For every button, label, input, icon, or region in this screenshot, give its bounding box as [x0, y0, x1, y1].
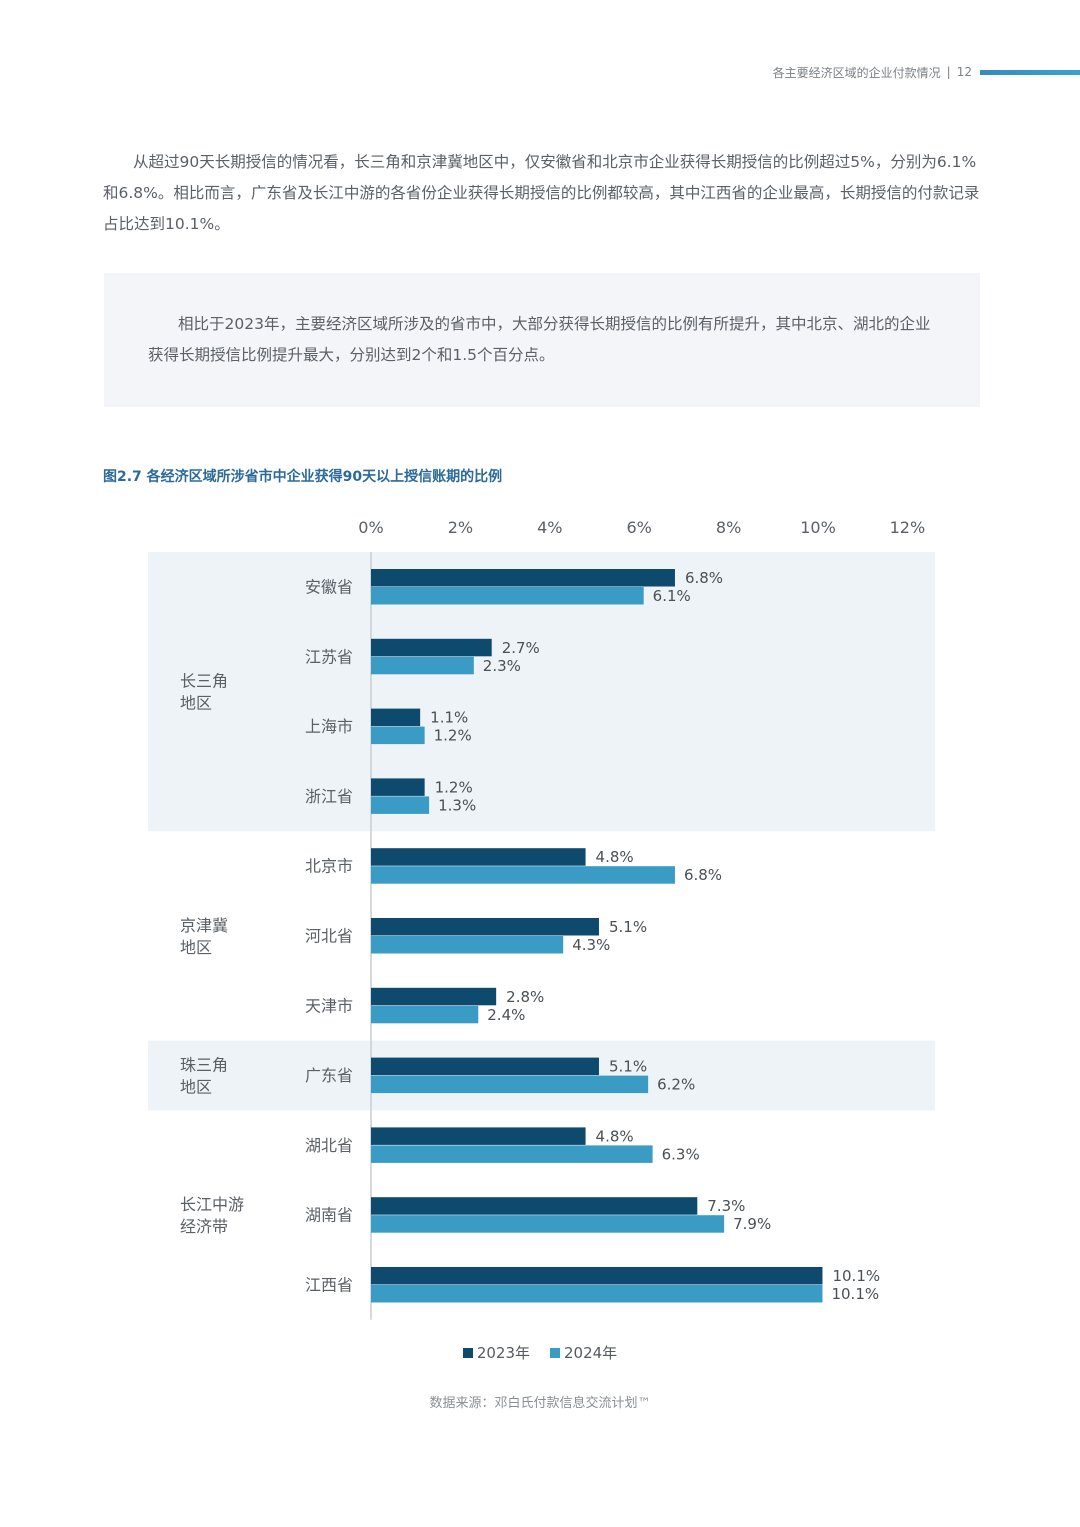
bar-2024	[371, 587, 644, 605]
bar-2023	[371, 918, 599, 936]
category-label: 湖北省	[305, 1136, 353, 1155]
category-label: 上海市	[305, 717, 353, 736]
bar-2023	[371, 1197, 698, 1215]
data-source: 数据来源：邓白氏付款信息交流计划™	[429, 1396, 651, 1411]
page-number: 12	[956, 65, 972, 79]
bar-2024	[371, 936, 564, 954]
region-label: 京津冀	[180, 916, 228, 935]
legend-label-2024: 2024年	[564, 1344, 618, 1362]
category-label: 北京市	[305, 857, 353, 876]
legend-item-2023: 2023年	[462, 1342, 530, 1363]
bar-2023	[371, 638, 492, 657]
value-label-2024: 1.2%	[434, 727, 472, 745]
category-label: 湖南省	[305, 1206, 353, 1225]
bar-2024	[371, 1215, 725, 1233]
region-label: 地区	[180, 1078, 212, 1097]
value-label-2024: 6.3%	[662, 1145, 700, 1163]
legend-swatch-2023	[462, 1347, 473, 1358]
value-label-2024: 4.3%	[572, 936, 610, 954]
figure-title: 图2.7 各经济区域所涉省市中企业获得90天以上授信账期的比例	[103, 469, 503, 485]
bar-2024	[371, 796, 430, 814]
value-label-2023: 7.3%	[707, 1197, 745, 1215]
value-label-2023: 10.1%	[832, 1267, 880, 1285]
value-label-2024: 6.1%	[653, 587, 691, 605]
value-label-2023: 4.8%	[596, 848, 634, 866]
bar-2023	[371, 1267, 823, 1285]
category-label: 河北省	[305, 927, 353, 946]
region-label: 地区	[180, 694, 212, 713]
bar-2023	[371, 987, 497, 1006]
bar-2023	[371, 778, 425, 796]
category-label: 江西省	[305, 1276, 353, 1295]
x-tick-label: 2%	[448, 518, 473, 537]
bar-2023	[371, 1057, 599, 1076]
value-label-2023: 5.1%	[609, 1058, 647, 1076]
value-label-2024: 7.9%	[733, 1215, 771, 1233]
page-header: 各主要经济区域的企业付款情况 | 12	[773, 62, 1080, 82]
region-label: 长三角	[180, 672, 228, 691]
bar-2023	[371, 1127, 586, 1145]
value-label-2023: 2.8%	[506, 988, 544, 1006]
legend-item-2024: 2024年	[550, 1342, 617, 1363]
value-label-2024: 6.2%	[657, 1076, 695, 1094]
category-label: 浙江省	[305, 787, 353, 806]
x-tick-label: 0%	[358, 518, 383, 537]
category-label: 江苏省	[305, 647, 353, 666]
bar-2024	[371, 1145, 653, 1163]
callout-box: 相比于2023年，主要经济区域所涉及的省市中，大部分获得长期授信的比例有所提升，…	[104, 273, 980, 407]
x-tick-label: 10%	[800, 518, 836, 537]
bar-2023	[371, 569, 675, 587]
legend-label-2023: 2023年	[476, 1344, 530, 1362]
x-tick-label: 12%	[890, 518, 926, 537]
header-separator: |	[946, 65, 951, 79]
value-label-2023: 4.8%	[596, 1127, 634, 1145]
bar-2024	[371, 1285, 823, 1303]
region-band	[148, 1040, 935, 1111]
category-label: 广东省	[305, 1066, 353, 1085]
category-label: 安徽省	[305, 578, 353, 597]
region-label: 长江中游	[180, 1195, 244, 1214]
value-label-2024: 10.1%	[831, 1285, 879, 1303]
value-label-2023: 1.2%	[435, 778, 473, 796]
bar-2023	[371, 848, 586, 866]
value-label-2023: 2.7%	[502, 639, 540, 657]
bar-2024	[371, 1075, 649, 1094]
callout-text: 相比于2023年，主要经济区域所涉及的省市中，大部分获得长期授信的比例有所提升，…	[148, 315, 931, 364]
category-label: 天津市	[305, 996, 353, 1015]
region-label: 经济带	[180, 1217, 228, 1236]
header-title: 各主要经济区域的企业付款情况	[772, 65, 941, 80]
x-tick-label: 4%	[537, 518, 562, 537]
legend-swatch-2024	[550, 1347, 560, 1358]
x-tick-label: 8%	[716, 518, 741, 537]
region-label: 珠三角	[180, 1056, 228, 1075]
bar-2024	[371, 1005, 479, 1024]
value-label-2024: 6.8%	[684, 866, 722, 884]
body-paragraph: 从超过90天长期授信的情况看，长三角和京津冀地区中，仅安徽省和北京市企业获得长期…	[103, 153, 980, 233]
value-label-2023: 1.1%	[430, 709, 468, 727]
region-label: 地区	[180, 938, 212, 957]
chart-legend: 2023年 2024年	[0, 1342, 1080, 1363]
x-tick-label: 6%	[627, 518, 652, 537]
value-label-2024: 1.3%	[438, 796, 476, 814]
value-label-2023: 6.8%	[685, 569, 723, 587]
bar-2023	[371, 708, 421, 727]
bar-2024	[371, 656, 474, 675]
bar-2024	[371, 726, 425, 745]
bar-2024	[371, 866, 675, 884]
value-label-2023: 5.1%	[609, 918, 647, 936]
value-label-2024: 2.3%	[483, 657, 521, 675]
header-accent-bar	[980, 69, 1080, 75]
value-label-2024: 2.4%	[487, 1006, 525, 1024]
